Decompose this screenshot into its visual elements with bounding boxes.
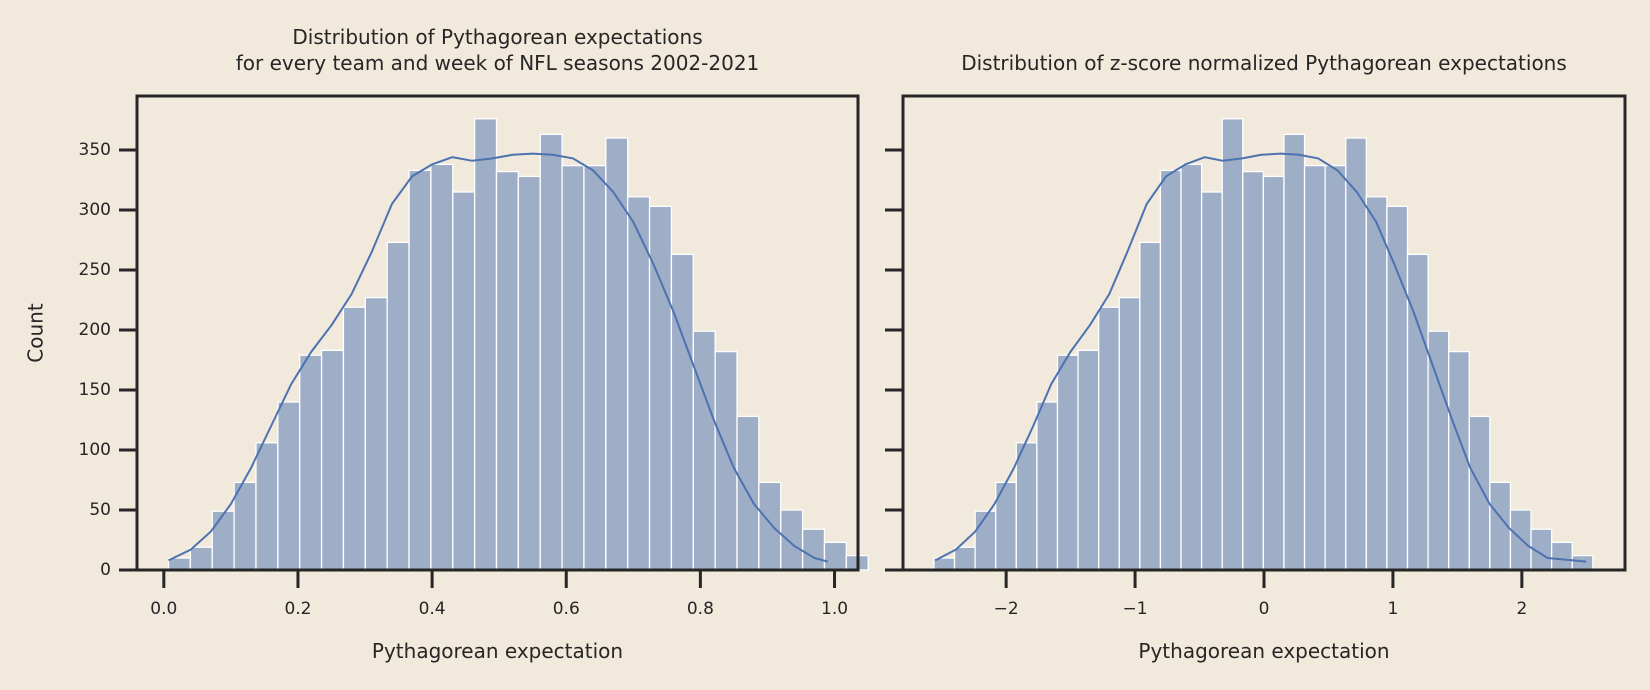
histogram-bar	[1448, 350, 1470, 571]
histogram-bar	[189, 546, 213, 571]
histogram-bar	[1386, 205, 1409, 571]
histogram-bar	[364, 296, 388, 571]
chart-title-line: for every team and week of NFL seasons 2…	[236, 51, 760, 75]
histogram-bar	[1365, 196, 1388, 571]
y-tick-label: 0	[100, 560, 111, 580]
histogram-bar	[299, 354, 323, 571]
histogram-bar	[605, 137, 629, 571]
kde-curve	[934, 152, 1587, 563]
histogram-bar	[1036, 401, 1059, 571]
histogram-bar	[1468, 415, 1491, 571]
histogram-bar	[517, 175, 541, 571]
kde-curve	[168, 152, 829, 563]
chart-title-line: Distribution of z-score normalized Pytha…	[961, 51, 1567, 75]
x-tick-label: 0	[1259, 599, 1270, 619]
histogram-bar	[1262, 175, 1285, 571]
y-tick-label: 300	[79, 200, 111, 220]
histogram-bar	[1427, 330, 1450, 571]
histogram-bar	[1200, 191, 1223, 571]
y-tick-label: 100	[79, 440, 111, 460]
histogram-bar	[974, 510, 997, 571]
chart-title-line: Distribution of Pythagorean expectations	[292, 25, 702, 49]
histogram-bar	[780, 509, 804, 571]
histogram-bar	[561, 164, 585, 571]
right-histogram-panel: −2 −1 0 1 2 Pythagorean expectation Distributi…	[885, 51, 1627, 663]
histogram-bar	[1550, 541, 1573, 571]
histogram-bar	[1242, 170, 1265, 571]
histogram-bar	[495, 170, 520, 571]
histogram-bar	[1056, 354, 1079, 571]
histogram-bar	[583, 164, 607, 571]
x-tick-label: 0.2	[284, 599, 311, 619]
histogram-bar	[823, 541, 847, 571]
histogram-bar	[627, 196, 651, 571]
histogram-bar	[692, 330, 716, 571]
x-tick-label: 0.0	[150, 599, 177, 619]
histogram-bar	[430, 163, 454, 571]
histogram-bar	[342, 306, 366, 571]
histogram-bar	[1406, 253, 1429, 571]
histogram-bar	[670, 253, 694, 571]
histogram-bar	[473, 118, 498, 571]
histogram-bar	[1571, 554, 1594, 571]
histogram-bar	[714, 350, 738, 571]
x-axis-label: Pythagorean expectation	[1138, 639, 1389, 663]
x-tick-label: 0.8	[687, 599, 714, 619]
y-tick-label: 250	[79, 260, 111, 280]
y-tick-label: 350	[79, 140, 111, 160]
histogram-bar	[953, 546, 976, 571]
histogram-bar	[801, 528, 826, 571]
histogram-bar	[1118, 296, 1141, 571]
shared-y-axis-label: Count	[24, 303, 48, 363]
histogram-bar	[320, 349, 345, 571]
y-tick-label: 150	[79, 380, 111, 400]
x-tick-label: 1.0	[821, 599, 848, 619]
histogram-bar	[758, 481, 782, 571]
histogram-bar	[539, 133, 563, 571]
histogram-bar	[408, 169, 432, 571]
y-tick-label: 200	[79, 320, 111, 340]
x-tick-label: −1	[1123, 599, 1148, 619]
histogram-bar	[1324, 164, 1347, 571]
histogram-bar	[386, 241, 410, 571]
axes-frame	[135, 94, 860, 572]
left-histogram-panel: 0 50 100 150 200 250 300 350 0.0 0.2 0.4 0.6 0.8 1.0 P…	[79, 25, 869, 663]
histogram-bar	[1221, 118, 1244, 571]
histogram-bar	[1159, 169, 1182, 571]
x-tick-label: 0.6	[553, 599, 580, 619]
histogram-bar	[1283, 133, 1306, 571]
x-tick-label: 2	[1516, 599, 1527, 619]
histogram-bar	[1303, 164, 1326, 571]
x-axis-label: Pythagorean expectation	[372, 639, 623, 663]
histogram-bar	[255, 442, 279, 571]
histogram-bar	[1180, 163, 1203, 571]
histogram-bar	[1077, 349, 1100, 571]
histogram-bar	[233, 481, 257, 571]
x-tick-label: 1	[1388, 599, 1399, 619]
histogram-bar	[211, 510, 235, 571]
histogram-bar	[277, 401, 301, 571]
histogram-bar	[1015, 442, 1038, 571]
x-tick-label: −2	[994, 599, 1019, 619]
x-tick-label: 0.4	[419, 599, 446, 619]
histogram-bar	[1098, 306, 1120, 571]
y-tick-label: 50	[89, 500, 111, 520]
histogram-bar	[1139, 241, 1162, 571]
histogram-bar	[452, 191, 476, 571]
